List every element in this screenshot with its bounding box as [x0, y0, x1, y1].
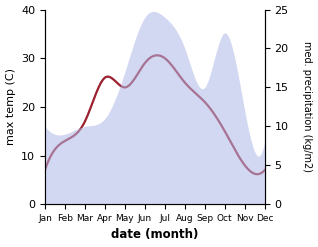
- Y-axis label: med. precipitation (kg/m2): med. precipitation (kg/m2): [302, 41, 313, 172]
- X-axis label: date (month): date (month): [111, 228, 198, 242]
- Y-axis label: max temp (C): max temp (C): [5, 68, 16, 145]
